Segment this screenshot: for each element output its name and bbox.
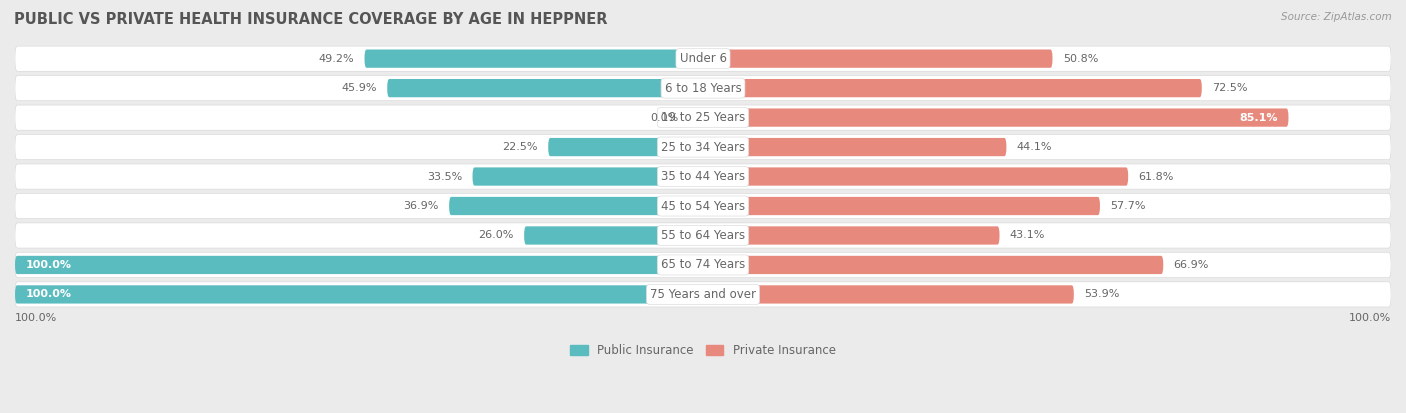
- Text: 44.1%: 44.1%: [1017, 142, 1052, 152]
- FancyBboxPatch shape: [15, 282, 1391, 307]
- FancyBboxPatch shape: [387, 79, 703, 97]
- FancyBboxPatch shape: [15, 256, 703, 274]
- FancyBboxPatch shape: [15, 193, 1391, 218]
- Text: 0.0%: 0.0%: [651, 113, 679, 123]
- Text: Source: ZipAtlas.com: Source: ZipAtlas.com: [1281, 12, 1392, 22]
- FancyBboxPatch shape: [15, 46, 1391, 71]
- Text: 50.8%: 50.8%: [1063, 54, 1098, 64]
- FancyBboxPatch shape: [449, 197, 703, 215]
- Text: Under 6: Under 6: [679, 52, 727, 65]
- Text: 45.9%: 45.9%: [342, 83, 377, 93]
- FancyBboxPatch shape: [703, 50, 1053, 68]
- Text: 25 to 34 Years: 25 to 34 Years: [661, 140, 745, 154]
- Text: 65 to 74 Years: 65 to 74 Years: [661, 259, 745, 271]
- Text: 45 to 54 Years: 45 to 54 Years: [661, 199, 745, 213]
- Text: 75 Years and over: 75 Years and over: [650, 288, 756, 301]
- FancyBboxPatch shape: [15, 105, 1391, 130]
- Text: 19 to 25 Years: 19 to 25 Years: [661, 111, 745, 124]
- Text: 35 to 44 Years: 35 to 44 Years: [661, 170, 745, 183]
- Text: 26.0%: 26.0%: [478, 230, 513, 240]
- Text: 53.9%: 53.9%: [1084, 290, 1119, 299]
- FancyBboxPatch shape: [15, 135, 1391, 159]
- Text: 100.0%: 100.0%: [1348, 313, 1391, 323]
- Text: 100.0%: 100.0%: [15, 313, 58, 323]
- Text: 55 to 64 Years: 55 to 64 Years: [661, 229, 745, 242]
- FancyBboxPatch shape: [15, 285, 703, 304]
- FancyBboxPatch shape: [15, 76, 1391, 101]
- Legend: Public Insurance, Private Insurance: Public Insurance, Private Insurance: [565, 339, 841, 362]
- Text: 36.9%: 36.9%: [404, 201, 439, 211]
- Text: 22.5%: 22.5%: [502, 142, 538, 152]
- FancyBboxPatch shape: [524, 226, 703, 244]
- FancyBboxPatch shape: [703, 109, 1288, 127]
- Text: 43.1%: 43.1%: [1010, 230, 1045, 240]
- FancyBboxPatch shape: [703, 285, 1074, 304]
- FancyBboxPatch shape: [364, 50, 703, 68]
- Text: 100.0%: 100.0%: [25, 260, 72, 270]
- FancyBboxPatch shape: [15, 223, 1391, 248]
- FancyBboxPatch shape: [703, 226, 1000, 244]
- Text: 66.9%: 66.9%: [1174, 260, 1209, 270]
- FancyBboxPatch shape: [15, 164, 1391, 189]
- FancyBboxPatch shape: [703, 197, 1099, 215]
- FancyBboxPatch shape: [15, 252, 1391, 278]
- Text: 72.5%: 72.5%: [1212, 83, 1247, 93]
- Text: PUBLIC VS PRIVATE HEALTH INSURANCE COVERAGE BY AGE IN HEPPNER: PUBLIC VS PRIVATE HEALTH INSURANCE COVER…: [14, 12, 607, 27]
- FancyBboxPatch shape: [472, 167, 703, 186]
- Text: 6 to 18 Years: 6 to 18 Years: [665, 82, 741, 95]
- Text: 100.0%: 100.0%: [25, 290, 72, 299]
- FancyBboxPatch shape: [703, 79, 1202, 97]
- FancyBboxPatch shape: [703, 167, 1128, 186]
- Text: 49.2%: 49.2%: [319, 54, 354, 64]
- Text: 33.5%: 33.5%: [427, 171, 463, 182]
- FancyBboxPatch shape: [548, 138, 703, 156]
- FancyBboxPatch shape: [703, 138, 1007, 156]
- Text: 57.7%: 57.7%: [1111, 201, 1146, 211]
- Text: 85.1%: 85.1%: [1240, 113, 1278, 123]
- Text: 61.8%: 61.8%: [1139, 171, 1174, 182]
- FancyBboxPatch shape: [703, 256, 1163, 274]
